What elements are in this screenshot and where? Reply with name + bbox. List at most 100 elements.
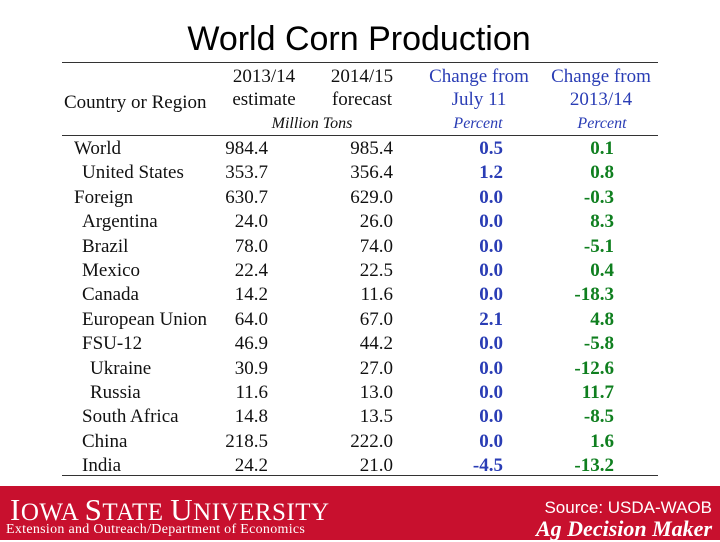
change-year-value: 4.8 <box>590 308 614 330</box>
region-name: South Africa <box>82 406 179 428</box>
region-name: Russia <box>90 382 141 403</box>
region-name: India <box>82 455 122 477</box>
table-row: European Union 64.0 67.0 2.1 4.8 <box>62 308 658 332</box>
table-row: Russia 11.6 13.0 0.0 11.7 <box>62 381 658 405</box>
change-year-value: -13.2 <box>574 455 614 477</box>
estimate-value: 22.4 <box>234 260 268 281</box>
header-estimate: 2013/14 estimate <box>232 66 296 110</box>
change-july-value: 0.0 <box>479 357 503 379</box>
header-region: Country or Region <box>64 92 207 113</box>
change-year-value: 8.3 <box>590 211 614 233</box>
region-name: Ukraine <box>90 357 152 379</box>
units-million-tons: Million Tons <box>271 115 353 132</box>
change-july-value: 0.0 <box>479 260 503 281</box>
forecast-value: 356.4 <box>350 162 393 184</box>
change-year-value: 0.1 <box>590 138 614 159</box>
change-year-value: -5.1 <box>583 235 614 257</box>
forecast-value: 26.0 <box>359 211 393 233</box>
header-forecast: 2014/15 forecast <box>330 66 394 110</box>
region-name: Brazil <box>82 235 129 257</box>
estimate-value: 630.7 <box>225 186 268 208</box>
change-july-value: 1.2 <box>479 162 503 184</box>
table-row: United States 353.7 356.4 1.2 0.8 <box>62 161 658 185</box>
header-divider <box>62 135 658 136</box>
table-row: South Africa 14.8 13.5 0.0 -8.5 <box>62 405 658 429</box>
estimate-value: 24.2 <box>234 455 268 477</box>
corn-production-table: Country or Region 2013/14 estimate 2014/… <box>62 62 658 476</box>
forecast-value: 222.0 <box>350 430 393 452</box>
estimate-value: 30.9 <box>234 357 268 379</box>
source-text: Source: USDA-WAOB <box>544 498 712 517</box>
estimate-value: 24.0 <box>234 211 268 233</box>
table-row: FSU-12 46.9 44.2 0.0 -5.8 <box>62 332 658 356</box>
change-july-value: -4.5 <box>472 455 503 477</box>
change-july-value: 0.0 <box>479 211 503 233</box>
change-year-value: 0.4 <box>590 260 614 281</box>
estimate-value: 353.7 <box>225 162 268 184</box>
units-percent-year: Percent <box>577 115 627 132</box>
change-july-value: 0.0 <box>479 333 503 355</box>
estimate-value: 984.4 <box>225 138 268 159</box>
header-change-year: Change from 2013/14 <box>551 66 651 110</box>
table-row: Canada 14.2 11.6 0.0 -18.3 <box>62 283 658 307</box>
change-july-value: 0.0 <box>479 382 503 403</box>
region-name: FSU-12 <box>82 333 143 355</box>
table-row: Brazil 78.0 74.0 0.0 -5.1 <box>62 235 658 259</box>
ag-decision-maker-logo: Ag Decision Maker <box>536 516 712 541</box>
extension-text: Extension and Outreach/Department of Eco… <box>6 522 306 537</box>
estimate-value: 14.2 <box>234 284 268 306</box>
region-name: Mexico <box>82 260 141 281</box>
table-row: World 984.4 985.4 0.5 0.1 <box>62 137 658 161</box>
change-year-value: -5.8 <box>583 333 614 355</box>
forecast-value: 21.0 <box>359 455 393 477</box>
table-row: Ukraine 30.9 27.0 0.0 -12.6 <box>62 357 658 381</box>
region-name: United States <box>82 162 184 184</box>
slide-title: World Corn Production <box>187 20 531 58</box>
forecast-value: 27.0 <box>359 357 393 379</box>
change-july-value: 0.0 <box>479 430 503 452</box>
change-july-value: 0.0 <box>479 235 503 257</box>
estimate-value: 14.8 <box>234 406 268 428</box>
forecast-value: 629.0 <box>350 186 393 208</box>
region-name: Argentina <box>82 211 158 233</box>
university-logo-text: IOWA STATE UNIVERSITY <box>10 492 330 527</box>
change-year-value: 1.6 <box>590 430 614 452</box>
header-change-july: Change from July 11 <box>429 66 529 110</box>
change-july-value: 0.5 <box>479 138 503 159</box>
region-name: World <box>74 138 122 159</box>
forecast-value: 22.5 <box>359 260 393 281</box>
estimate-value: 46.9 <box>234 333 268 355</box>
forecast-value: 985.4 <box>350 138 393 159</box>
table-row: Mexico 22.4 22.5 0.0 0.4 <box>62 259 658 283</box>
change-year-value: -0.3 <box>583 186 614 208</box>
change-year-value: 11.7 <box>581 382 614 403</box>
change-july-value: 0.0 <box>479 406 503 428</box>
region-name: Foreign <box>74 186 134 208</box>
change-year-value: -18.3 <box>574 284 614 306</box>
region-name: European Union <box>82 308 208 330</box>
forecast-value: 13.5 <box>359 406 393 428</box>
estimate-value: 78.0 <box>234 235 268 257</box>
table-row: Argentina 24.0 26.0 0.0 8.3 <box>62 210 658 234</box>
table-row: China 218.5 222.0 0.0 1.6 <box>62 430 658 454</box>
estimate-value: 218.5 <box>225 430 268 452</box>
change-july-value: 0.0 <box>479 186 503 208</box>
table-row: India 24.2 21.0 -4.5 -13.2 <box>62 454 658 478</box>
forecast-value: 74.0 <box>359 235 393 257</box>
change-year-value: -8.5 <box>583 406 614 428</box>
footer-bar: IOWA STATE UNIVERSITY Extension and Outr… <box>0 486 720 541</box>
estimate-value: 11.6 <box>235 382 268 403</box>
change-year-value: 0.8 <box>590 162 614 184</box>
table-row: Foreign 630.7 629.0 0.0 -0.3 <box>62 186 658 210</box>
estimate-value: 64.0 <box>234 308 268 330</box>
units-percent-july: Percent <box>453 115 503 132</box>
change-july-value: 2.1 <box>479 308 503 330</box>
forecast-value: 67.0 <box>359 308 393 330</box>
region-name: Canada <box>82 284 139 306</box>
forecast-value: 44.2 <box>359 333 393 355</box>
change-july-value: 0.0 <box>479 284 503 306</box>
change-year-value: -12.6 <box>574 357 614 379</box>
region-name: China <box>82 430 128 452</box>
forecast-value: 13.0 <box>359 382 393 403</box>
forecast-value: 11.6 <box>360 284 393 306</box>
